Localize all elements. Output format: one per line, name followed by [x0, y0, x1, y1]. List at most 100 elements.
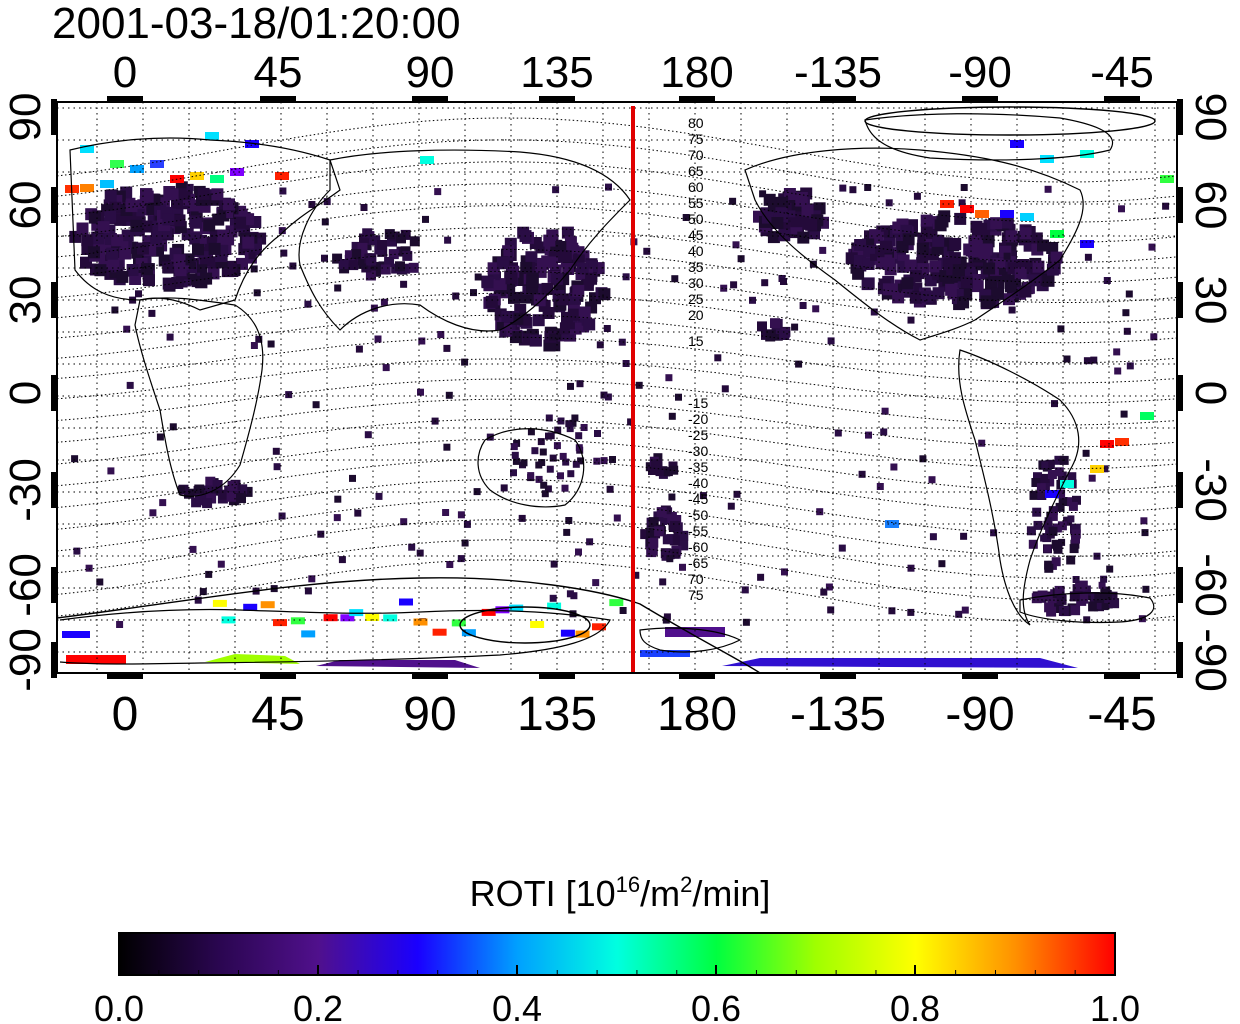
roti-patch	[148, 309, 156, 317]
contour-label-north: 50	[688, 211, 704, 227]
map-gridlines	[57, 102, 1177, 673]
roti-patch	[552, 186, 560, 194]
roti-patch	[1113, 348, 1121, 356]
roti-patch	[575, 548, 582, 556]
roti-patch	[909, 291, 922, 304]
roti-patch-active	[66, 655, 126, 664]
roti-patch	[640, 529, 651, 540]
mlat-contour	[56, 459, 1178, 513]
roti-patch	[408, 262, 419, 273]
top-axis-label: 135	[520, 48, 593, 97]
roti-patch	[445, 391, 453, 399]
contour-label-south: -50	[688, 507, 708, 523]
roti-patch	[531, 447, 539, 455]
left-axis-tick	[51, 282, 57, 318]
roti-patch	[566, 425, 574, 433]
roti-patch-active	[481, 608, 496, 616]
roti-patch	[827, 606, 835, 614]
contour-labels: 8075706560555045403530252015-15-20-25-30…	[688, 115, 708, 603]
roti-patch	[194, 484, 205, 495]
roti-patch-active	[413, 618, 428, 626]
roti-patch-active	[349, 609, 364, 617]
roti-patch	[671, 515, 682, 525]
roti-patch	[990, 529, 998, 537]
roti-patch	[678, 530, 689, 541]
roti-patch	[461, 358, 469, 366]
bottom-axis-label: 45	[251, 688, 304, 741]
roti-patch	[932, 234, 945, 247]
roti-patch	[539, 448, 547, 456]
roti-patch-active	[1000, 210, 1014, 218]
roti-patch	[1003, 252, 1011, 260]
roti-patch	[384, 257, 395, 267]
roti-patch	[575, 432, 583, 440]
roti-patch	[116, 270, 129, 283]
roti-patch	[162, 213, 175, 226]
roti-patch	[80, 256, 92, 269]
roti-patch	[1068, 501, 1078, 511]
top-axis-label: 45	[254, 48, 303, 97]
roti-patch	[537, 438, 545, 446]
left-axis-label: -60	[1, 553, 50, 617]
roti-patch	[199, 236, 207, 244]
roti-patch	[92, 233, 105, 246]
roti-patch	[663, 467, 673, 477]
roti-patch	[354, 509, 362, 517]
colorbar-tick-label: 0.6	[691, 988, 741, 1024]
roti-patch-active	[1160, 175, 1174, 183]
roti-patch	[205, 476, 216, 487]
roti-patch	[576, 380, 584, 388]
roti-patch	[186, 183, 194, 191]
roti-patch	[166, 333, 174, 341]
coastline-path	[298, 149, 631, 332]
roti-patch	[619, 607, 627, 614]
roti-patch	[1069, 591, 1080, 602]
roti-patch	[121, 241, 129, 249]
roti-patch	[1000, 216, 1013, 229]
roti-patch-active	[243, 603, 258, 611]
roti-patch	[682, 214, 690, 221]
roti-patch	[749, 296, 756, 304]
roti-patch	[1071, 523, 1081, 533]
roti-patch	[443, 344, 451, 352]
roti-patch	[990, 217, 1003, 230]
roti-patch	[669, 535, 680, 546]
top-axis-tick	[1104, 96, 1140, 102]
roti-patch	[967, 245, 980, 258]
roti-patch-active	[509, 604, 524, 612]
roti-patch	[1058, 538, 1066, 546]
roti-patch-active	[210, 175, 224, 183]
roti-patch	[757, 573, 765, 581]
roti-patch	[839, 184, 847, 192]
roti-patch	[665, 374, 673, 382]
roti-patch	[457, 555, 465, 563]
roti-patch	[366, 255, 377, 266]
roti-patch	[384, 229, 395, 240]
roti-patch	[648, 517, 659, 528]
roti-patch	[795, 360, 803, 368]
colorbar-gradient	[118, 932, 1116, 976]
roti-patch-active	[495, 606, 510, 614]
roti-patch	[501, 310, 514, 323]
roti-patch	[380, 298, 388, 306]
roti-patch	[980, 295, 993, 308]
roti-patch	[446, 561, 454, 568]
roti-patch	[511, 451, 519, 459]
roti-patch	[772, 330, 783, 341]
roti-patch	[727, 502, 735, 510]
roti-patch	[779, 330, 790, 340]
roti-patch	[189, 216, 202, 229]
contour-label-north: 35	[688, 259, 704, 275]
roti-patch	[362, 228, 373, 239]
roti-patch	[334, 284, 342, 292]
roti-patch	[870, 308, 878, 316]
roti-patch	[334, 495, 342, 503]
roti-patch-active	[340, 614, 355, 622]
roti-patch	[577, 457, 585, 465]
roti-patch	[278, 512, 286, 520]
roti-patch	[761, 279, 769, 287]
roti-patch	[567, 308, 580, 321]
left-axis-label: 90	[1, 93, 50, 142]
roti-patch	[141, 263, 153, 276]
roti-patch	[554, 426, 562, 434]
